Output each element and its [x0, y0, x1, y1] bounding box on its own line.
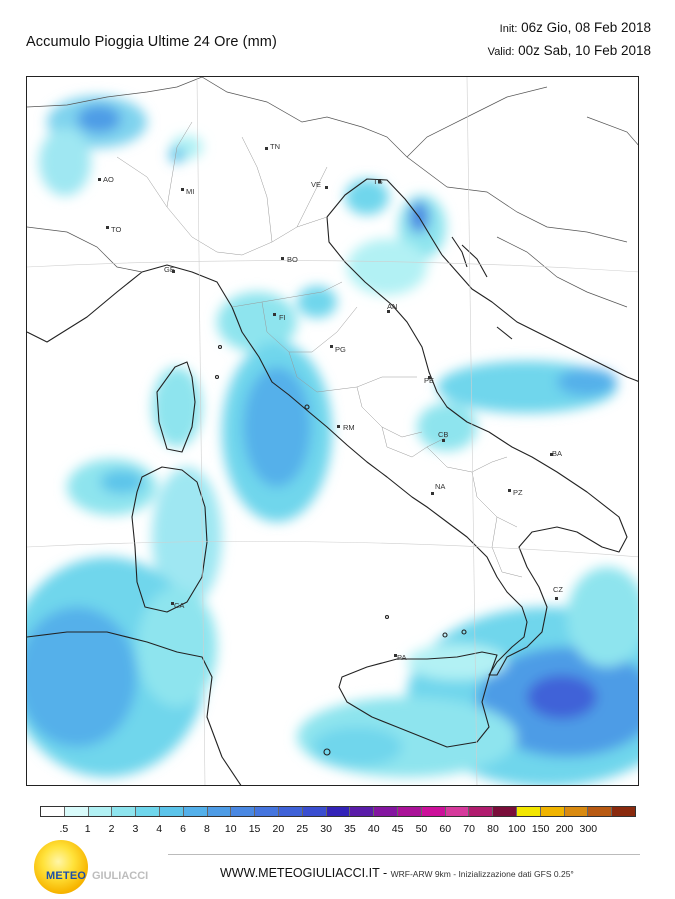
city-label-tn: TN: [270, 142, 280, 151]
legend-cell: [302, 807, 327, 816]
city-label-ba: BA: [552, 449, 562, 458]
logo-meteo-text: METEO: [46, 870, 87, 882]
legend-cell: [540, 807, 565, 816]
legend-cell: [255, 807, 279, 816]
legend-tick-label: 10: [224, 823, 237, 835]
legend-cell: [421, 807, 446, 816]
legend-tick-label: 35: [344, 823, 356, 835]
legend-cell: [159, 807, 184, 816]
borders: [27, 77, 638, 308]
legend-cell: [64, 807, 89, 816]
legend-tick-label: 100: [508, 823, 526, 835]
rain-layer: [27, 96, 638, 785]
valid-prefix: Valid:: [487, 46, 515, 58]
city-label-fi: FI: [279, 313, 286, 322]
legend-tick-label: 8: [203, 823, 210, 835]
legend-cell: [207, 807, 232, 816]
legend-tick-label: 25: [296, 823, 309, 835]
city-label-cb: CB: [438, 430, 448, 439]
coastlines: [27, 178, 638, 785]
init-time: Init: 06z Gio, 08 Feb 2018: [500, 20, 651, 35]
legend-cell: [564, 807, 589, 816]
legend-cell: [374, 807, 398, 816]
legend-tick-label: 3: [132, 823, 139, 835]
precipitation-map: AO MI TN VE TS TO GE BO FI AN PG PE RM C…: [26, 76, 639, 786]
city-label-an: AN: [387, 302, 397, 311]
legend-cell: [588, 807, 613, 816]
city-label-pe: PE: [424, 376, 434, 385]
city-label-ca: CA: [174, 601, 184, 610]
init-prefix: Init:: [499, 23, 518, 35]
legend-tick-label: 30: [320, 823, 332, 835]
city-labels: AO MI TN VE TS TO GE BO FI AN PG PE RM C…: [103, 142, 563, 662]
meteogiuliacci-logo: METEO GIULIACCI: [28, 838, 168, 894]
city-label-pz: PZ: [513, 488, 523, 497]
region-borders: [116, 121, 523, 578]
legend-color-bar: [40, 806, 636, 817]
city-label-ve: VE: [311, 180, 321, 189]
legend-tick-label: 200: [555, 823, 574, 835]
city-label-mi: MI: [186, 187, 194, 196]
legend-cell: [350, 807, 375, 816]
map-title: Accumulo Pioggia Ultime 24 Ore (mm): [26, 34, 277, 50]
legend-cell: [231, 807, 256, 816]
legend-tick-label: 2: [108, 823, 115, 835]
city-markers: [98, 147, 558, 657]
logo-giuliacci-text: GIULIACCI: [92, 870, 149, 882]
legend-cell: [41, 807, 65, 816]
legend-tick-label: 70: [463, 823, 475, 835]
footer-divider: [168, 854, 640, 855]
legend-cell: [445, 807, 470, 816]
legend-cell: [136, 807, 160, 816]
city-label-pa: PA: [397, 653, 406, 662]
city-label-ts: TS: [373, 177, 383, 186]
legend-tick-label: 1: [84, 823, 91, 835]
city-label-cz: CZ: [553, 585, 563, 594]
legend-cell: [183, 807, 208, 816]
legend-tick-label: 20: [272, 823, 285, 835]
legend-cell: [326, 807, 351, 816]
legend-tick-label: 150: [531, 823, 550, 835]
init-value: 06z Gio, 08 Feb 2018: [521, 20, 651, 35]
legend-tick-label: 80: [487, 823, 499, 835]
legend-tick-label: 6: [180, 823, 186, 835]
city-label-to: TO: [111, 225, 121, 234]
footer-credits: WWW.METEOGIULIACCI.IT - WRF-ARW 9km - In…: [220, 866, 574, 880]
legend-cell: [612, 807, 635, 816]
precipitation-legend: .5 1 2 3 4 6 8 10 15 20 25 30 35 40 45 50 60 70 80 100 150 20…: [40, 806, 636, 846]
legend-tick-label: .5: [59, 823, 69, 835]
valid-value: 00z Sab, 10 Feb 2018: [518, 43, 651, 58]
city-label-ao: AO: [103, 175, 114, 184]
legend-cell: [278, 807, 303, 816]
city-label-pg: PG: [335, 345, 346, 354]
graticule: [27, 77, 638, 785]
valid-time: Valid: 00z Sab, 10 Feb 2018: [488, 43, 651, 58]
legend-tick-label: 15: [248, 823, 261, 835]
legend-cell: [493, 807, 517, 816]
legend-tick-label: 50: [415, 823, 428, 835]
footer-model-details: WRF-ARW 9km - Inizializzazione dati GFS …: [390, 869, 574, 879]
city-label-na: NA: [435, 482, 445, 491]
legend-cell: [397, 807, 422, 816]
sun-icon: [34, 840, 88, 894]
footer-site: WWW.METEOGIULIACCI.IT -: [220, 866, 391, 880]
legend-tick-label: 4: [156, 823, 163, 835]
legend-tick-label: 40: [367, 823, 380, 835]
legend-cell: [112, 807, 137, 816]
map-canvas: AO MI TN VE TS TO GE BO FI AN PG PE RM C…: [27, 77, 638, 785]
legend-cell: [469, 807, 494, 816]
city-label-rm: RM: [343, 423, 355, 432]
legend-cell: [516, 807, 541, 816]
legend-tick-label: 45: [391, 823, 404, 835]
legend-tick-label: 60: [439, 823, 452, 835]
city-label-ge: GE: [164, 265, 175, 274]
legend-tick-label: 300: [579, 823, 598, 835]
legend-cell: [88, 807, 113, 816]
city-label-bo: BO: [287, 255, 298, 264]
